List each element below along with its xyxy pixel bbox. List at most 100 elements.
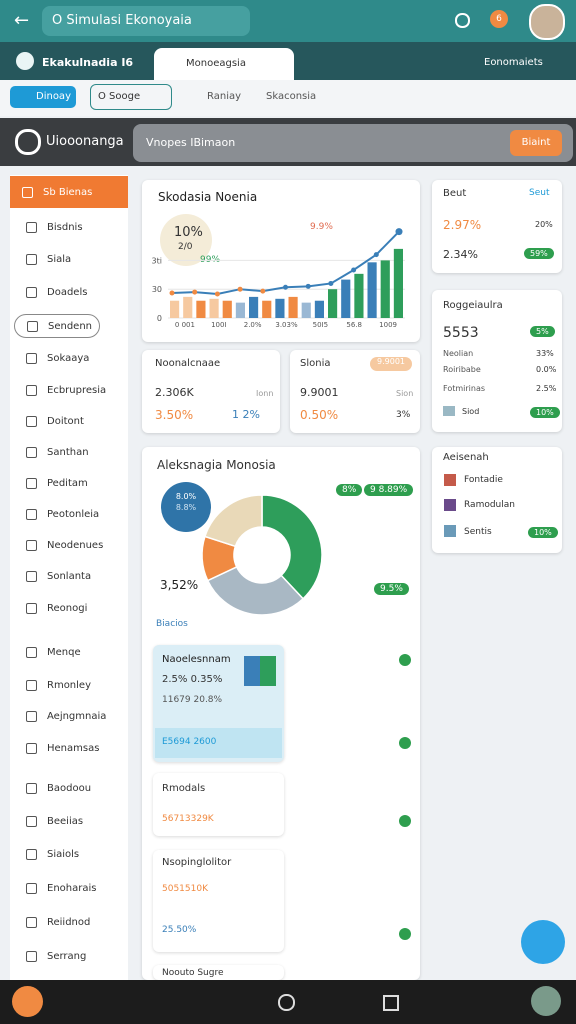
card-title: Beut: [443, 188, 467, 199]
toolbar-label[interactable]: Skaconsia: [266, 91, 317, 102]
sidebar-icon: [27, 320, 38, 332]
sidebar-icon: [26, 782, 37, 794]
address-text: O Simulasi Ekonoyaia: [52, 13, 192, 28]
sidebar-item[interactable]: Sonlanta: [14, 565, 124, 587]
sidebar-item[interactable]: Beeiias: [14, 810, 124, 832]
panel-text: 25.50%: [162, 925, 197, 935]
sidebar-item[interactable]: Neodenues: [14, 534, 124, 556]
icon: [444, 499, 456, 511]
toolbar-label: O Sooge: [98, 91, 141, 102]
toolbar-button[interactable]: [10, 86, 76, 108]
search-field[interactable]: [133, 124, 573, 162]
sidebar-item[interactable]: Reiidnod: [14, 911, 124, 933]
row-label[interactable]: Fontadie: [464, 475, 503, 485]
tab-title[interactable]: Ekakulnadia I6: [42, 56, 134, 69]
sidebar-icon: [26, 679, 37, 691]
nav-avatar[interactable]: [531, 986, 561, 1016]
recent-button[interactable]: [383, 995, 399, 1011]
sidebar-item[interactable]: Baodoou: [14, 777, 124, 799]
sidebar-icon: [26, 916, 37, 928]
sidebar-label: Henamsas: [47, 742, 100, 754]
sidebar-item[interactable]: Sb Bienas: [10, 176, 128, 208]
sidebar-icon: [26, 742, 37, 754]
badge: 9.5%: [374, 583, 409, 595]
row-label[interactable]: Sentis: [464, 527, 492, 537]
avatar[interactable]: [529, 4, 565, 40]
sidebar-item[interactable]: Doitont: [14, 410, 124, 432]
sidebar-item[interactable]: Sendenn: [14, 314, 100, 338]
sidebar-icon: [26, 815, 37, 827]
panel-text: 11679 20.8%: [162, 695, 223, 705]
card-change: 3.50%: [155, 408, 194, 422]
toolbar-label: Dinoay: [36, 91, 71, 102]
panel-footer: [155, 728, 282, 758]
line-label: 9.9%: [310, 222, 333, 232]
sidebar-item[interactable]: Aejngmnaia: [14, 705, 124, 727]
sidebar-item[interactable]: Rmonley: [14, 674, 124, 696]
sidebar-item[interactable]: Siaiols: [14, 843, 124, 865]
sidebar-item[interactable]: Reonogi: [14, 597, 124, 619]
sidebar-item[interactable]: Ecbrupresia: [14, 379, 124, 401]
sidebar-item[interactable]: Sokaaya: [14, 347, 124, 369]
sidebar-item[interactable]: Santhan: [14, 441, 124, 463]
status-dot: [399, 654, 411, 666]
sidebar-item[interactable]: Siala: [14, 248, 124, 270]
bookmarks[interactable]: Eonomaiets: [484, 57, 543, 68]
badge-value: 10%: [174, 225, 203, 240]
sidebar-icon: [26, 352, 37, 364]
action-button[interactable]: Biaint: [510, 130, 562, 156]
sidebar-label: Sokaaya: [47, 352, 90, 364]
address-field[interactable]: [42, 6, 250, 36]
sidebar-icon: [26, 602, 37, 614]
sidebar-icon: [26, 508, 37, 520]
badge: 10%: [528, 527, 558, 538]
card-value: 9.9001: [300, 386, 339, 399]
sidebar-icon: [26, 882, 37, 894]
toolbar-button[interactable]: [90, 84, 172, 110]
sidebar-icon: [26, 477, 37, 489]
tab-title[interactable]: Monoeagsia: [186, 58, 246, 69]
sidebar-label: Doitont: [47, 415, 84, 427]
status-dot: [399, 928, 411, 940]
sidebar-label: Sb Bienas: [43, 186, 93, 198]
sidebar-item[interactable]: Henamsas: [14, 737, 124, 759]
row-label: Siod: [462, 407, 480, 416]
sidebar-label: Rmonley: [47, 679, 91, 691]
card-value: 2.306K: [155, 386, 194, 399]
sidebar-item[interactable]: Bisdnis: [14, 216, 124, 238]
row-label[interactable]: Ramodulan: [464, 500, 515, 510]
icon[interactable]: [455, 13, 470, 28]
active-tab[interactable]: [154, 48, 294, 82]
notification-badge[interactable]: 6: [490, 10, 508, 28]
badge: 5%: [530, 326, 555, 337]
fab[interactable]: [521, 920, 565, 964]
back-button[interactable]: ←: [14, 10, 30, 31]
nav-app[interactable]: [12, 986, 43, 1017]
row-label: Roiribabe: [443, 365, 481, 374]
thumbnail: [244, 656, 276, 686]
panel-text: 5051510K: [162, 884, 208, 894]
badge: 8%: [336, 484, 363, 496]
sidebar-item[interactable]: Doadels: [14, 281, 124, 303]
sidebar-icon: [22, 186, 33, 198]
card-action[interactable]: Seut: [529, 188, 550, 198]
sidebar-icon: [26, 646, 37, 658]
sidebar-item[interactable]: Peotonleia: [14, 503, 124, 525]
sidebar-item[interactable]: Menqe: [14, 641, 124, 663]
nav-bar: [0, 980, 576, 1024]
sidebar-label: Enoharais: [47, 882, 97, 894]
badge: 10%: [530, 407, 560, 418]
card-unit: Sion: [396, 389, 414, 398]
toolbar-label[interactable]: Raniay: [207, 91, 242, 102]
sidebar-label: Peotonleia: [47, 508, 100, 520]
status-dot: [399, 737, 411, 749]
sidebar-label: Sendenn: [48, 320, 93, 332]
home-button[interactable]: [278, 994, 295, 1011]
sidebar-label: Reonogi: [47, 602, 88, 614]
sidebar-item[interactable]: Enoharais: [14, 877, 124, 899]
sidebar-item[interactable]: Peditam: [14, 472, 124, 494]
sidebar-item[interactable]: Serrang: [14, 945, 124, 967]
donut-title: Aleksnagia Monosia: [157, 458, 276, 472]
sidebar-label: Neodenues: [47, 539, 104, 551]
panel-title: Rmodals: [162, 783, 206, 794]
